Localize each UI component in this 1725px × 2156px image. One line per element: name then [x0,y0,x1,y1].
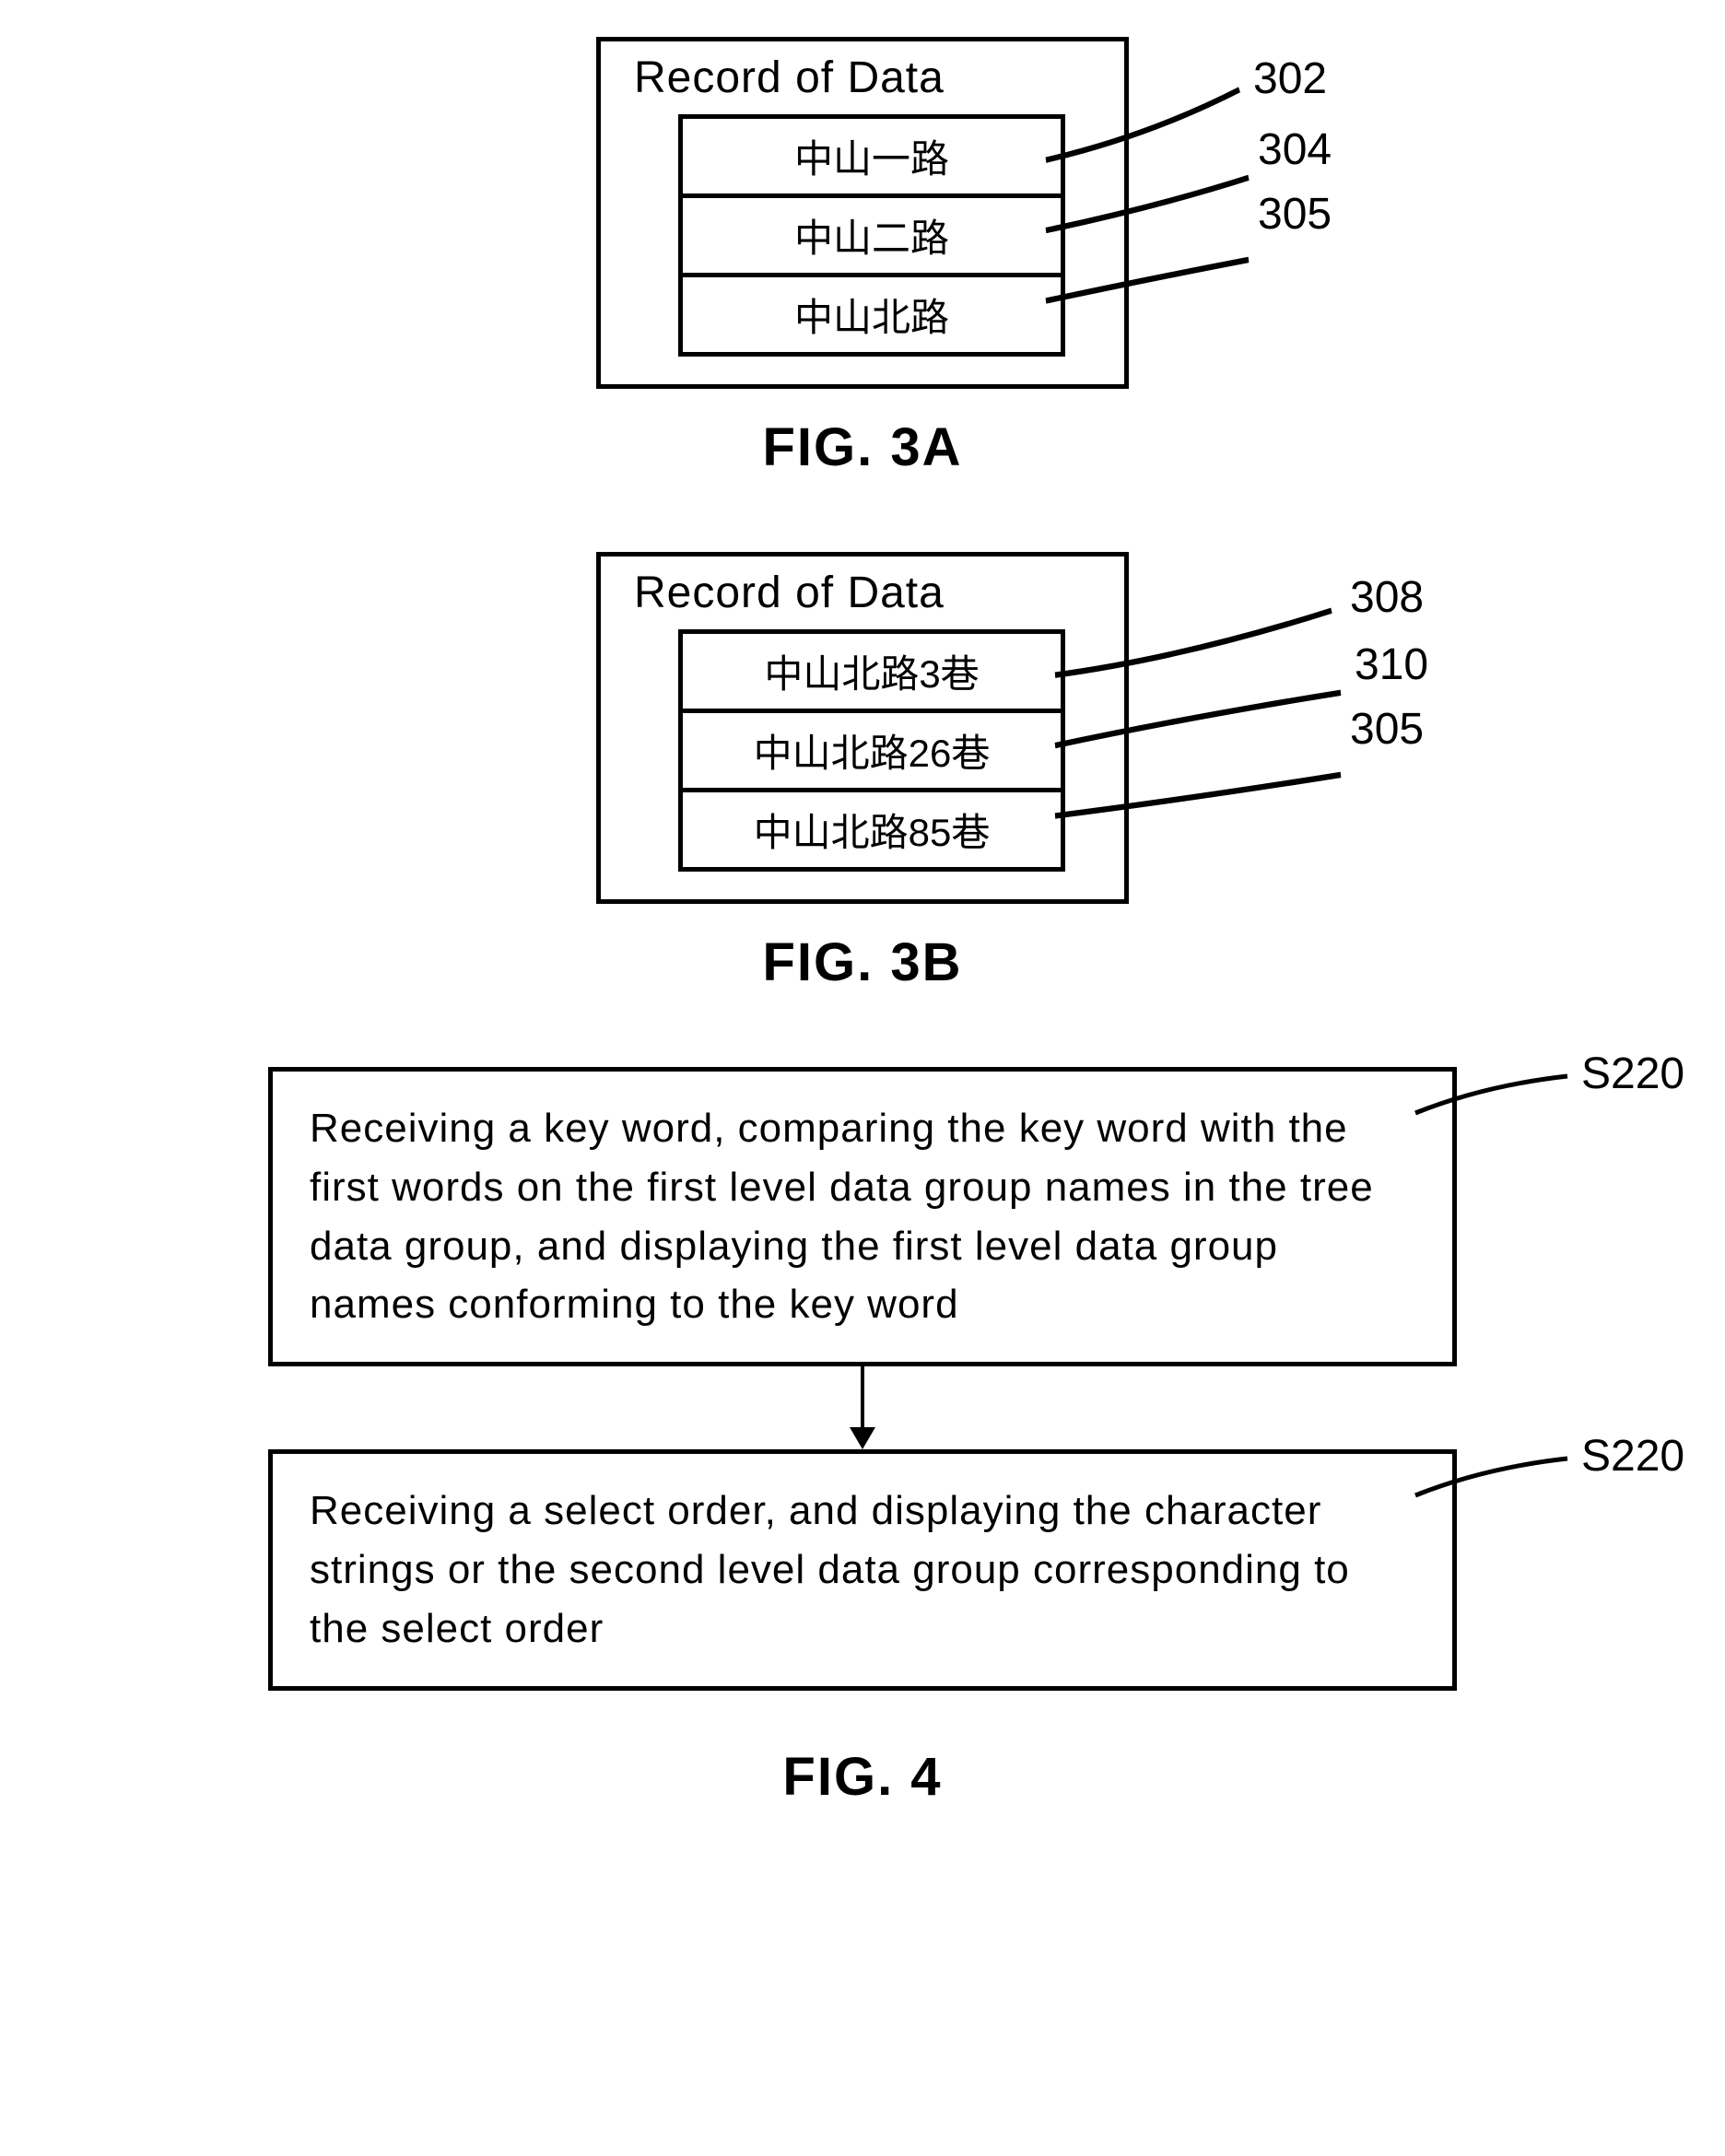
flow-step-2: Receiving a select order, and displaying… [268,1449,1457,1690]
page-content: Record of Data 中山一路 中山二路 中山北路 302 304 30… [38,37,1687,1808]
callout-label: 310 [1355,639,1428,690]
arrow-down-icon [849,1366,876,1449]
figure-3a: Record of Data 中山一路 中山二路 中山北路 302 304 30… [38,37,1687,478]
figure-caption-3b: FIG. 3B [762,932,962,993]
figure-4: Receiving a key word, comparing the key … [38,1067,1687,1808]
figure-caption-4: FIG. 4 [782,1746,942,1808]
figure-caption-3a: FIG. 3A [762,416,962,478]
flow-step-label: S220 [1581,1431,1684,1482]
flow-label-1-wrap: S220 [1434,1049,1710,1178]
callout-label: 305 [1350,704,1424,755]
callout-label: 308 [1350,572,1424,623]
callout-lines-3a [1037,37,1424,389]
flow-step-label: S220 [1581,1049,1684,1099]
figure-3b: Record of Data 中山北路3巷 中山北路26巷 中山北路85巷 30… [38,552,1687,993]
record-box-3a-outer: Record of Data 中山一路 中山二路 中山北路 302 304 30… [596,37,1129,389]
flow-label-2-wrap: S220 [1434,1431,1710,1560]
flow-step-1-row: Receiving a key word, comparing the key … [38,1067,1687,1366]
callout-label: 304 [1258,124,1332,175]
record-item: 中山二路 [683,198,1061,277]
record-item: 中山北路3巷 [683,634,1061,713]
record-item: 中山北路85巷 [683,792,1061,867]
flow-label-2-line [1411,1440,1595,1569]
record-items-3b: 中山北路3巷 中山北路26巷 中山北路85巷 [678,629,1065,872]
record-item: 中山北路26巷 [683,713,1061,792]
flow-step-2-row: Receiving a select order, and displaying… [38,1449,1687,1690]
callout-label: 305 [1258,189,1332,240]
callout-label: 302 [1253,53,1327,104]
callout-group-3b: 308 310 305 [1129,552,1516,904]
flow-label-1-line [1411,1058,1595,1187]
record-items-3a: 中山一路 中山二路 中山北路 [678,114,1065,357]
record-item: 中山一路 [683,119,1061,198]
record-title-3b: Record of Data [623,568,1102,618]
callout-group-3a: 302 304 305 [1129,37,1516,389]
record-item: 中山北路 [683,277,1061,352]
flow-step-1: Receiving a key word, comparing the key … [268,1067,1457,1366]
record-box-3b-outer: Record of Data 中山北路3巷 中山北路26巷 中山北路85巷 30… [596,552,1129,904]
record-title-3a: Record of Data [623,53,1102,103]
